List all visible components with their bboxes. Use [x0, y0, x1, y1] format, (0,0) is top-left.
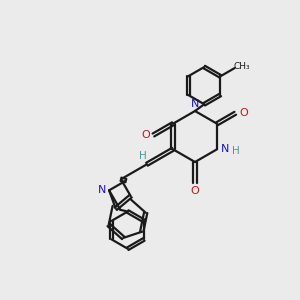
Text: H: H	[232, 146, 240, 156]
Text: O: O	[190, 186, 200, 197]
Text: O: O	[239, 108, 248, 118]
Text: CH₃: CH₃	[234, 62, 250, 71]
Text: H: H	[139, 151, 146, 161]
Text: N: N	[98, 185, 107, 195]
Text: N: N	[221, 144, 230, 154]
Text: N: N	[191, 99, 199, 110]
Text: O: O	[141, 130, 150, 140]
